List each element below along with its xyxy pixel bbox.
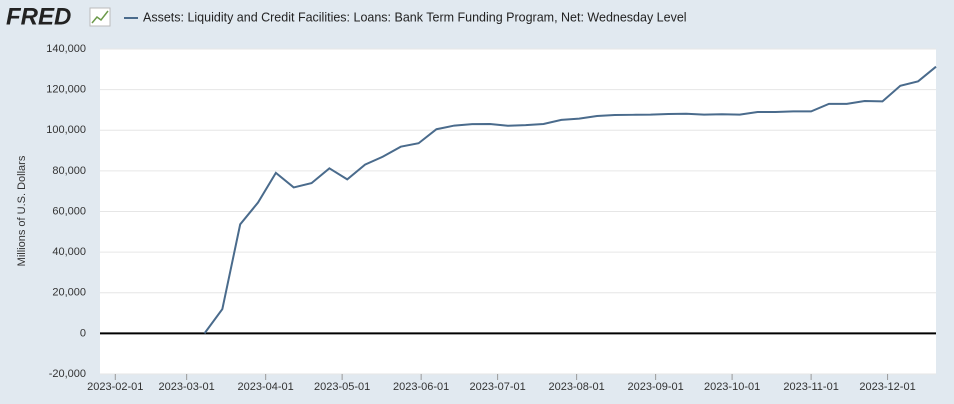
y-tick-label: -20,000: [49, 368, 86, 380]
x-tick-label: 2023-07-01: [469, 381, 525, 393]
y-tick-label: 100,000: [46, 124, 86, 136]
y-tick-label: 140,000: [46, 43, 86, 55]
x-tick-label: 2023-02-01: [87, 381, 143, 393]
y-tick-label: 80,000: [52, 165, 86, 177]
x-tick-label: 2023-11-01: [783, 381, 838, 393]
legend-label: Assets: Liquidity and Credit Facilities:…: [143, 10, 687, 24]
x-tick-label: 2023-04-01: [238, 381, 294, 393]
x-tick-label: 2023-05-01: [314, 381, 370, 393]
x-tick-label: 2023-08-01: [548, 381, 604, 393]
logo-icon: [89, 7, 111, 27]
y-axis-title: Millions of U.S. Dollars: [16, 155, 28, 266]
y-tick-label: 60,000: [52, 205, 86, 217]
data-line: [203, 65, 937, 334]
x-tick-label: 2023-10-01: [704, 381, 760, 393]
x-tick-label: 2023-09-01: [627, 381, 683, 393]
logo: FRED: [6, 3, 71, 30]
x-tick-label: 2023-03-01: [159, 381, 215, 393]
y-tick-label: 0: [80, 327, 86, 339]
y-tick-label: 120,000: [46, 84, 86, 96]
x-tick-label: 2023-06-01: [393, 381, 449, 393]
y-tick-label: 20,000: [52, 287, 86, 299]
x-tick-label: 2023-12-01: [859, 381, 915, 393]
y-tick-label: 40,000: [52, 246, 86, 258]
